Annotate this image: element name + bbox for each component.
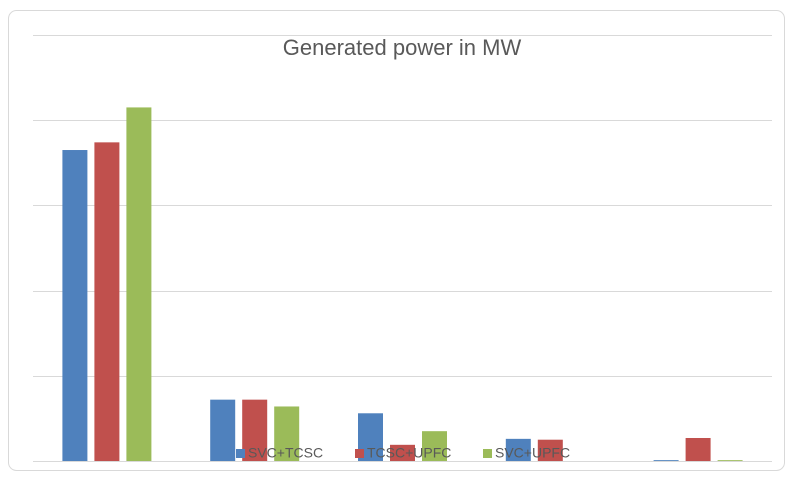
bar: [210, 399, 236, 461]
bar: [390, 444, 415, 461]
legend-label: TCSC+UPFC: [367, 445, 451, 461]
legend-label: SVC+UPFC: [495, 445, 570, 461]
bar: [505, 438, 531, 461]
bar: [685, 437, 711, 461]
bar: [653, 460, 679, 461]
legend-swatch: [236, 449, 245, 458]
bar: [274, 406, 300, 461]
bar: [537, 439, 563, 461]
bar: [94, 142, 120, 462]
bar: [242, 399, 268, 461]
chart-frame: [8, 10, 785, 471]
bar: [717, 460, 743, 461]
legend-swatch: [355, 449, 364, 458]
bar: [126, 107, 152, 462]
bar: [62, 150, 88, 461]
bar: [422, 431, 447, 461]
legend-swatch: [483, 449, 492, 458]
legend-label: SVC+TCSC: [248, 445, 323, 461]
chart-title: Generated power in MW: [283, 35, 522, 60]
